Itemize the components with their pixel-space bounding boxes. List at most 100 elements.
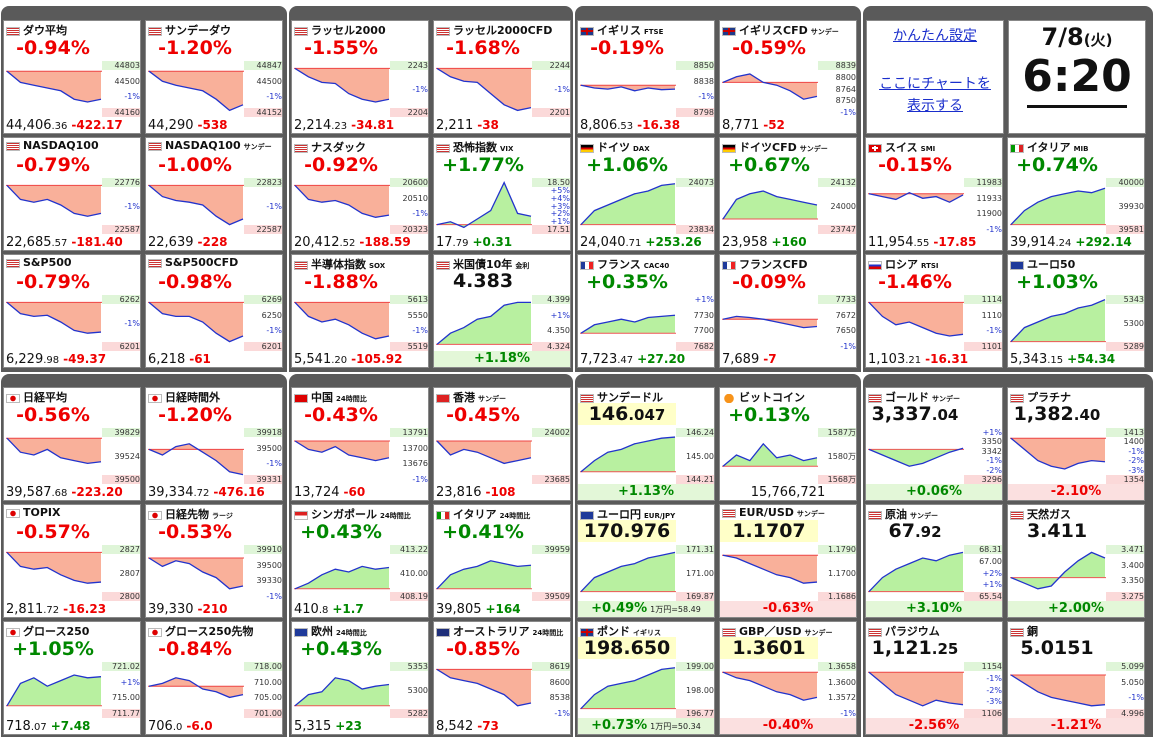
chart-link-line: 表示する bbox=[907, 98, 963, 114]
area bbox=[581, 85, 675, 91]
change-percent: -0.15% bbox=[878, 154, 952, 176]
settings-link[interactable]: かんたん設定 bbox=[893, 28, 977, 44]
flag bbox=[294, 260, 308, 270]
axis-label: 7650 bbox=[835, 326, 856, 336]
change-row: +0.06% bbox=[866, 484, 1002, 500]
axis-label: 39581 bbox=[1106, 225, 1144, 234]
price-frac: .36 bbox=[51, 121, 68, 132]
price-main: 8,771 bbox=[722, 118, 760, 133]
price-frac: .04 bbox=[931, 406, 959, 424]
axis-label: 1.3572 bbox=[828, 693, 856, 703]
change-percent: +1.06% bbox=[586, 154, 668, 176]
sparkline bbox=[580, 183, 676, 226]
axis-label: 8538 bbox=[549, 693, 570, 703]
price-diff: -49.37 bbox=[63, 352, 107, 366]
price-diff: +23 bbox=[335, 719, 362, 733]
axis-label: 39500 bbox=[256, 443, 282, 453]
axis-label: 39500 bbox=[256, 560, 282, 570]
tile-header: ナスダック bbox=[294, 139, 366, 154]
sub-label: DAX bbox=[633, 145, 650, 153]
sparkline bbox=[580, 551, 676, 593]
name: ドイツCFD bbox=[739, 141, 797, 154]
sparkline-chart bbox=[294, 565, 390, 590]
axis-label: 8764 bbox=[835, 84, 856, 94]
change-percent: +0.67% bbox=[728, 154, 810, 176]
axis-label: 8600 bbox=[549, 677, 570, 687]
tile: グロース250先物 -0.84% 718.00 710.00 705.00 701.00 7… bbox=[145, 621, 283, 735]
axis-label: 8619 bbox=[532, 662, 570, 671]
sparkline-chart bbox=[148, 557, 244, 590]
axis-label: 4.996 bbox=[1106, 709, 1144, 718]
price-diff: +7.48 bbox=[50, 719, 91, 733]
axis-label: 8839 bbox=[818, 61, 856, 70]
flag bbox=[148, 393, 162, 403]
sparkline bbox=[722, 73, 818, 100]
price-row: 13,724 -60 bbox=[294, 485, 426, 500]
tile-header: サンデーダウ bbox=[148, 22, 231, 37]
tile: ダウ平均 -0.94% 44803 44500 -1% 44160 44,406.36 -42… bbox=[3, 20, 141, 134]
price-row: 17.79 +0.31 bbox=[436, 235, 568, 250]
tile: 香港 サンデー -0.45% 24002 23685 23,816 -108 bbox=[433, 387, 571, 501]
axis-label: -1% bbox=[266, 201, 282, 211]
price-main: 67 bbox=[888, 520, 915, 542]
axis-label: 7700 bbox=[693, 326, 714, 336]
tile-header: パラジウム bbox=[868, 623, 940, 638]
name: 中国 bbox=[311, 391, 333, 404]
price-frac: .40 bbox=[1073, 406, 1101, 424]
price-main: 11,954 bbox=[868, 235, 914, 250]
price-frac: .57 bbox=[51, 238, 68, 249]
price-diff: -34.81 bbox=[351, 118, 395, 132]
change-percent: -1.88% bbox=[304, 271, 378, 293]
sparkline-chart bbox=[148, 70, 244, 112]
name: イタリア bbox=[453, 508, 497, 521]
sparkline-chart bbox=[868, 301, 964, 337]
flag bbox=[6, 258, 20, 268]
sparkline bbox=[580, 314, 676, 334]
tile-header: フランス CAC40 bbox=[580, 256, 669, 271]
axis-label: 5282 bbox=[390, 709, 428, 718]
change-percent: -0.57% bbox=[16, 521, 90, 543]
axis-label: 11983 bbox=[964, 178, 1002, 187]
price-main: 7,689 bbox=[722, 352, 760, 367]
price-diff: -16.23 bbox=[63, 602, 107, 616]
sparkline-chart bbox=[294, 67, 390, 103]
sparkline bbox=[868, 301, 964, 337]
change-percent: -0.84% bbox=[158, 638, 232, 660]
sparkline-chart bbox=[1010, 437, 1106, 470]
axis-label: +1% bbox=[982, 580, 1002, 590]
price-diff: -17.85 bbox=[933, 235, 977, 249]
axis-label: 39524 bbox=[114, 451, 140, 461]
change-row: -2.10% bbox=[1008, 484, 1144, 500]
axis-label: 39500 bbox=[102, 475, 140, 484]
price-main: 3,337 bbox=[871, 403, 932, 425]
change-percent: +1.77% bbox=[442, 154, 524, 176]
price-row: 39,334.72 -476.16 bbox=[148, 485, 280, 500]
area bbox=[1011, 438, 1105, 469]
sparkline bbox=[294, 440, 390, 462]
area bbox=[581, 437, 675, 472]
tile-header: 日経平均 bbox=[6, 389, 67, 404]
area bbox=[869, 302, 963, 336]
change-percent: -2.56% bbox=[908, 718, 960, 733]
flag bbox=[722, 627, 736, 637]
price: 1.1707 bbox=[720, 520, 818, 542]
area bbox=[437, 669, 531, 706]
sub-label: 24時間比 bbox=[336, 395, 367, 403]
sub-label: ラージ bbox=[212, 512, 233, 520]
tile: NASDAQ100 -0.79% 22776 -1% 22587 22,685.57 -18… bbox=[3, 137, 141, 251]
flag bbox=[148, 627, 162, 637]
name: フランス bbox=[597, 258, 641, 271]
price-main: 6,229 bbox=[6, 352, 44, 367]
axis-label: 8850 bbox=[676, 61, 714, 70]
price-row: 2,214.23 -34.81 bbox=[294, 118, 426, 133]
tile-header: オーストラリア 24時間比 bbox=[436, 623, 563, 638]
sub-label: MIB bbox=[1073, 145, 1089, 153]
area bbox=[869, 192, 963, 203]
sparkline-chart bbox=[1010, 187, 1106, 226]
tile-header: 天然ガス bbox=[1010, 506, 1071, 521]
name: 欧州 bbox=[311, 625, 333, 638]
name: スイス bbox=[885, 141, 918, 154]
name: EUR/USD bbox=[739, 506, 794, 519]
chart-link[interactable]: ここにチャートを 表示する bbox=[879, 76, 991, 114]
